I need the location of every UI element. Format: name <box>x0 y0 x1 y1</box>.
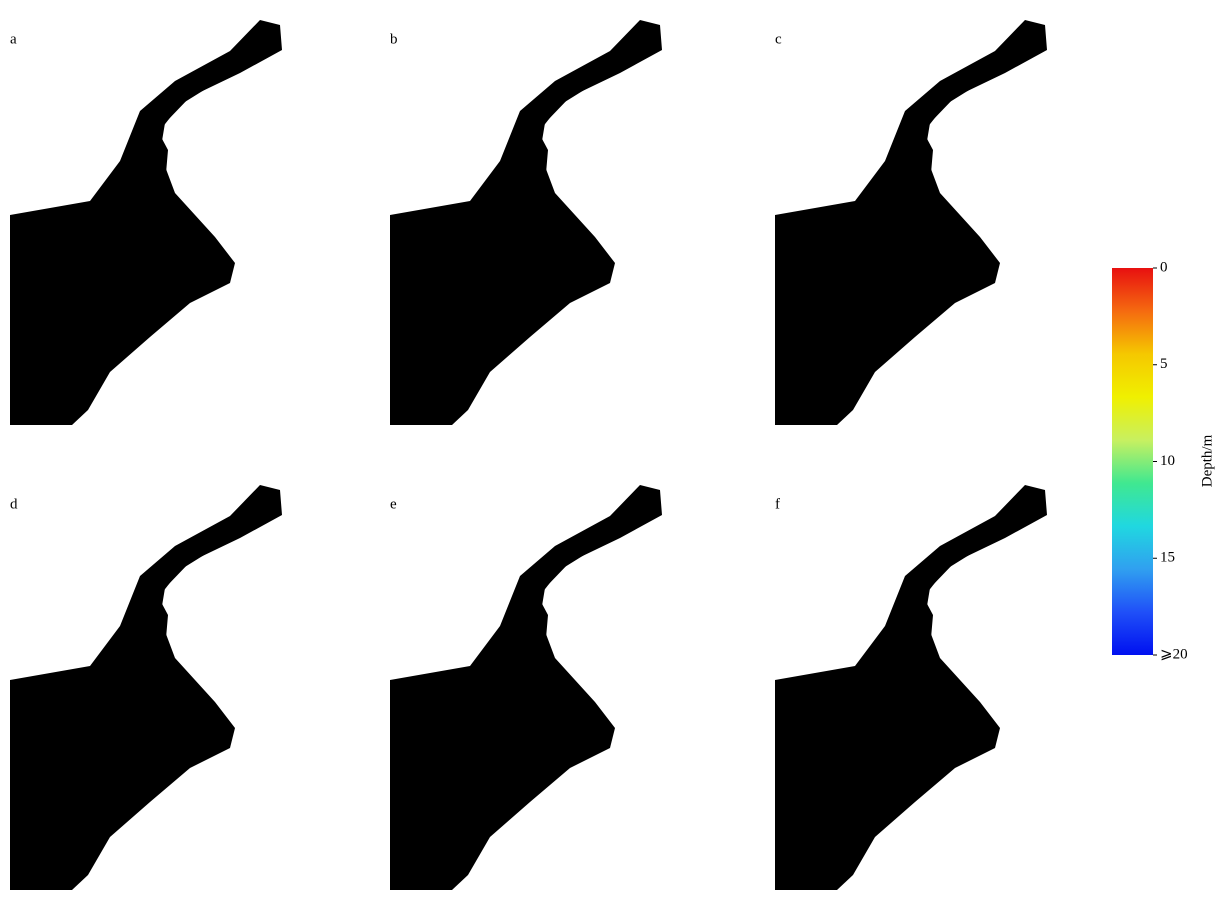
map-panel <box>10 20 282 425</box>
map-panel <box>10 485 282 890</box>
colorbar-tick-label: ⩾20 <box>1160 646 1188 662</box>
map-panel <box>390 485 662 890</box>
panel-label: f <box>775 496 780 512</box>
body: a b c d e f Depth/m 051015⩾20 (() => { c… <box>0 0 1221 896</box>
colorbar-tick-label: 5 <box>1160 356 1168 372</box>
map-panel <box>390 20 662 425</box>
colorbar-title: Depth/m <box>1199 434 1215 487</box>
map-panel <box>775 485 1047 890</box>
colorbar-tick-label: 15 <box>1160 550 1175 566</box>
colorbar-tick-label: 10 <box>1160 453 1175 469</box>
panel-label: c <box>775 31 782 47</box>
figure: a b c d e f Depth/m 0 5 10 15 ⩾20 <box>0 0 1221 896</box>
panel-label: e <box>390 496 397 512</box>
panel-label: d <box>10 496 18 512</box>
colorbar <box>1112 268 1153 655</box>
panel-label: b <box>390 31 398 47</box>
panel-label: a <box>10 31 17 47</box>
page: Depth maps {"panels": [{"label": "a"}, {… <box>0 0 1221 896</box>
colorbar-tick-label: 0 <box>1160 259 1168 275</box>
map-panel <box>775 20 1047 425</box>
